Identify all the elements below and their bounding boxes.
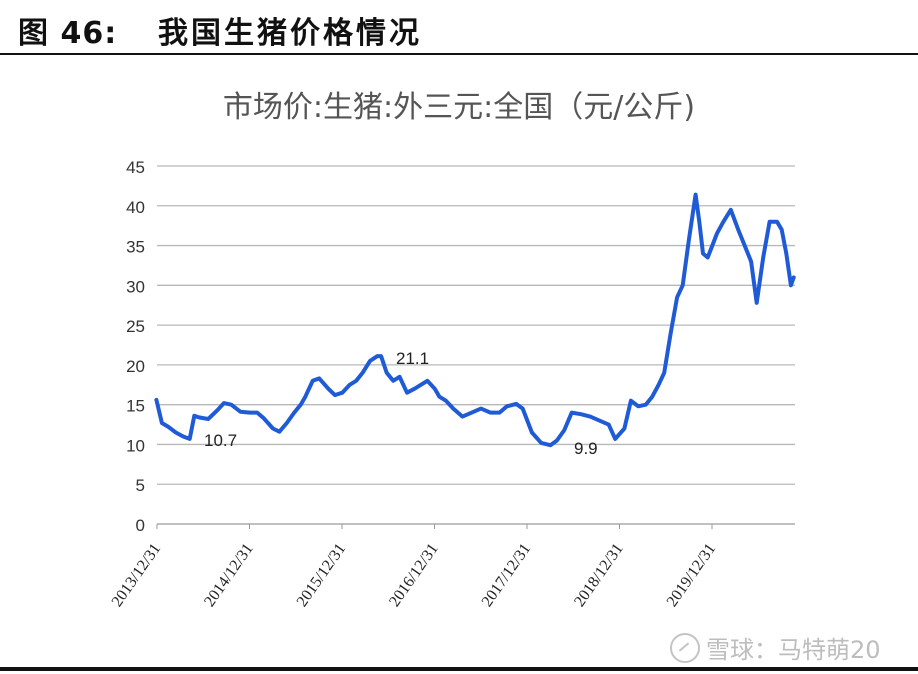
y-tick-label: 5 (136, 476, 145, 495)
xueqiu-logo-icon (670, 632, 700, 663)
y-tick-label: 20 (126, 357, 145, 376)
y-tick-label: 25 (126, 317, 145, 336)
figure-title: 我国生猪价格情况 (158, 16, 422, 51)
x-tick-label: 2018/12/31 (571, 541, 627, 610)
data-label: 10.7 (204, 431, 237, 450)
bottom-rule (0, 667, 918, 671)
y-tick-label: 40 (126, 198, 145, 217)
x-tick-label: 2013/12/31 (109, 541, 165, 610)
y-tick-label: 45 (126, 158, 145, 177)
x-tick-label: 2017/12/31 (479, 541, 535, 610)
figure-label: 图 46: (18, 16, 118, 51)
y-tick-label: 35 (126, 238, 145, 257)
data-label: 21.1 (396, 349, 429, 368)
x-tick-label: 2019/12/31 (664, 541, 720, 610)
x-tick-label: 2015/12/31 (294, 541, 350, 610)
price-line (154, 192, 796, 448)
x-tick-label: 2014/12/31 (201, 541, 257, 610)
y-tick-label: 10 (126, 436, 145, 455)
watermark-text: 雪球：马特萌20 (706, 636, 881, 664)
top-rule (0, 53, 918, 55)
watermark: 雪球：马特萌20 (670, 630, 881, 665)
y-tick-label: 30 (126, 277, 145, 296)
data-label: 9.9 (574, 439, 598, 458)
y-tick-label: 15 (126, 397, 145, 416)
figure-header: 图 46: 我国生猪价格情况 (0, 0, 918, 52)
chart-title: 市场价:生猪:外三元:全国（元/公斤) (222, 90, 696, 125)
y-tick-label: 0 (136, 516, 145, 535)
x-tick-label: 2016/12/31 (386, 541, 442, 610)
